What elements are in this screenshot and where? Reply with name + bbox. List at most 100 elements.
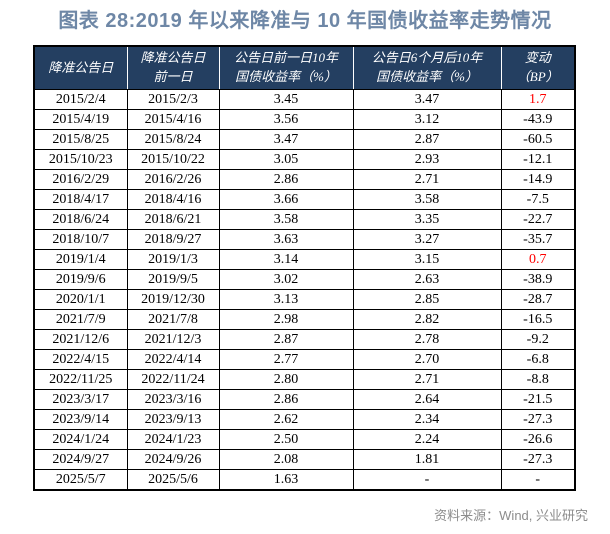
table-row: 2021/12/6 2021/12/3 2.87 2.78 -9.2 [33,329,576,350]
column-header: 降准公告日 前一日 [126,45,220,90]
table-cell: 2018/9/27 [126,229,220,250]
table-cell: 3.13 [218,289,354,310]
table-cell: 2024/9/27 [33,449,128,470]
table-cell: 2.80 [218,369,354,390]
table-cell: 2.93 [352,149,502,170]
table-cell: 2021/7/9 [33,309,128,330]
table-cell: 2022/4/14 [126,349,220,370]
table-cell: 2018/4/17 [33,189,128,210]
table-cell: 3.05 [218,149,354,170]
table-cell: 2.50 [218,429,354,450]
table-cell: 2018/6/21 [126,209,220,230]
table-cell: 2020/1/1 [33,289,128,310]
table-cell: 3.02 [218,269,354,290]
table-cell: 3.15 [352,249,502,270]
table-row: 2016/2/29 2016/2/26 2.86 2.71 -14.9 [33,169,576,190]
table-cell: 2016/2/29 [33,169,128,190]
table-cell: 1.81 [352,449,502,470]
table-cell: 2.98 [218,309,354,330]
rrr-cut-yield-table: 降准公告日 降准公告日 前一日 公告日前一日10年 国债收益率（%） 公告日6个月后1… [33,45,576,491]
table-cell: 2025/5/7 [33,469,128,491]
table-cell: 2.08 [218,449,354,470]
table-cell: 2.85 [352,289,502,310]
table-cell: 2.62 [218,409,354,430]
table-cell: 2015/4/16 [126,109,220,130]
table-cell: 2.64 [352,389,502,410]
table-cell: 1.7 [500,89,576,110]
table-row: 2015/8/25 2015/8/24 3.47 2.87 -60.5 [33,129,576,150]
table-cell: 2018/6/24 [33,209,128,230]
column-header: 降准公告日 [33,45,128,90]
table-cell: 2.71 [352,169,502,190]
table-cell: 3.58 [352,189,502,210]
table-row: 2018/6/24 2018/6/21 3.58 3.35 -22.7 [33,209,576,230]
table-cell: 2015/4/19 [33,109,128,130]
table-row: 2022/4/15 2022/4/14 2.77 2.70 -6.8 [33,349,576,370]
table-cell: -22.7 [500,209,576,230]
table-cell: 1.63 [218,469,354,491]
table-cell: 2.87 [218,329,354,350]
table-header-row: 降准公告日 降准公告日 前一日 公告日前一日10年 国债收益率（%） 公告日6个月后1… [33,45,576,90]
table-cell: 2015/10/23 [33,149,128,170]
table-cell: 2023/3/16 [126,389,220,410]
table-cell: 2021/12/3 [126,329,220,350]
table-cell: 2023/9/13 [126,409,220,430]
table-cell: 2.86 [218,169,354,190]
table-cell: 2015/8/25 [33,129,128,150]
table-row: 2021/7/9 2021/7/8 2.98 2.82 -16.5 [33,309,576,330]
table-cell: 2019/1/4 [33,249,128,270]
table-cell: 2019/1/3 [126,249,220,270]
table-cell: 3.27 [352,229,502,250]
table-cell: 2015/8/24 [126,129,220,150]
table-cell: 3.66 [218,189,354,210]
table-cell: 3.47 [352,89,502,110]
table-cell: -26.6 [500,429,576,450]
table-body: 2015/2/4 2015/2/3 3.45 3.47 1.7 2015/4/19 2015… [33,89,576,491]
table-cell: 2.77 [218,349,354,370]
table-cell: -7.5 [500,189,576,210]
table-cell: 2019/9/5 [126,269,220,290]
table-cell: 2015/2/4 [33,89,128,110]
table-cell: 2019/9/6 [33,269,128,290]
table-cell: 2024/9/26 [126,449,220,470]
table-row: 2019/1/4 2019/1/3 3.14 3.15 0.7 [33,249,576,270]
table-cell: 3.14 [218,249,354,270]
table-cell: 2022/4/15 [33,349,128,370]
table-row: 2025/5/7 2025/5/6 1.63- - [33,469,576,491]
table-cell: 3.35 [352,209,502,230]
table-cell: 2015/2/3 [126,89,220,110]
column-header: 变动 （BP） [500,45,576,90]
table-row: 2015/10/23 2015/10/22 3.05 2.93 -12.1 [33,149,576,170]
table-cell: 2023/3/17 [33,389,128,410]
table-row: 2023/3/17 2023/3/16 2.86 2.64 -21.5 [33,389,576,410]
table-cell: -35.7 [500,229,576,250]
table-cell: 2.78 [352,329,502,350]
table-cell: -21.5 [500,389,576,410]
table-cell: 3.56 [218,109,354,130]
table-cell: -60.5 [500,129,576,150]
table-cell: - [352,469,502,491]
table-row: 2023/9/14 2023/9/13 2.62 2.34 -27.3 [33,409,576,430]
table-cell: -43.9 [500,109,576,130]
table-cell: 2024/1/24 [33,429,128,450]
table-row: 2020/1/1 2019/12/30 3.13 2.85 -28.7 [33,289,576,310]
table-cell: 3.63 [218,229,354,250]
table-cell: - [500,469,576,491]
table-row: 2015/4/19 2015/4/16 3.56 3.12 -43.9 [33,109,576,130]
table-cell: -6.8 [500,349,576,370]
table-cell: -8.8 [500,369,576,390]
table-cell: 2021/12/6 [33,329,128,350]
table-cell: 2.71 [352,369,502,390]
table-cell: -9.2 [500,329,576,350]
table-cell: 2024/1/23 [126,429,220,450]
table-cell: 2023/9/14 [33,409,128,430]
table-cell: 2016/2/26 [126,169,220,190]
column-header: 公告日6个月后10年 国债收益率（%） [352,45,502,90]
table-cell: 2021/7/8 [126,309,220,330]
table-row: 2024/9/27 2024/9/26 2.08 1.81 -27.3 [33,449,576,470]
table-cell: -12.1 [500,149,576,170]
table-cell: 2022/11/24 [126,369,220,390]
table-cell: -16.5 [500,309,576,330]
table-cell: 2025/5/6 [126,469,220,491]
table-cell: -38.9 [500,269,576,290]
